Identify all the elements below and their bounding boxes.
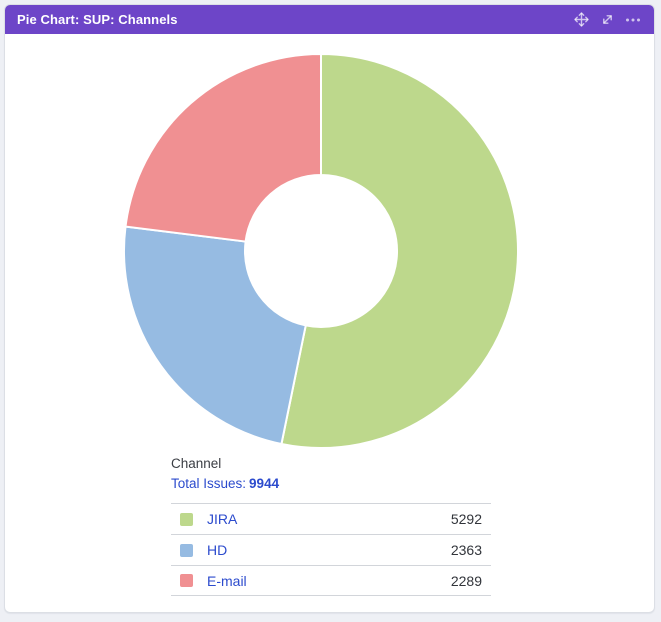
legend-swatch-email [180, 574, 193, 587]
total-issues-label: Total Issues: [171, 476, 247, 491]
chart-dimension-label: Channel [171, 456, 222, 471]
legend-swatch-hd [180, 543, 193, 557]
chart-summary: Channel Total Issues: 9944 [171, 455, 279, 492]
legend-row-hd: HD 2363 [171, 534, 491, 565]
donut-chart [123, 53, 519, 449]
total-issues-link[interactable]: Total Issues: 9944 [171, 475, 279, 492]
gadget-header-controls [573, 12, 641, 28]
gadget-content: Channel Total Issues: 9944 JIRA 5292 HD 2… [5, 34, 654, 614]
legend-row-jira: JIRA 5292 [171, 503, 491, 534]
gadget-title: Pie Chart: SUP: Channels [17, 12, 178, 27]
more-options-icon[interactable] [625, 12, 641, 28]
legend-label-jira[interactable]: JIRA [207, 511, 238, 527]
pie-chart-gadget: Pie Chart: SUP: Channels [4, 4, 655, 613]
pie-slice-hd[interactable] [123, 225, 307, 445]
move-icon[interactable] [573, 12, 589, 28]
pie-slice-e-mail[interactable] [124, 53, 322, 243]
legend-label-hd[interactable]: HD [207, 542, 228, 558]
pie-slice-jira[interactable] [280, 53, 519, 449]
gadget-header[interactable]: Pie Chart: SUP: Channels [5, 5, 654, 34]
legend-row-email: E-mail 2289 [171, 565, 491, 596]
legend-value-hd: 2363 [450, 542, 482, 558]
expand-icon[interactable] [599, 12, 615, 28]
legend-value-jira: 5292 [450, 511, 482, 527]
legend-table: JIRA 5292 HD 2363 E-mail 2289 [171, 503, 491, 596]
legend-swatch-jira [180, 512, 193, 526]
legend-label-email[interactable]: E-mail [207, 572, 247, 589]
legend-value-email: 2289 [450, 572, 482, 589]
total-issues-value: 9944 [249, 476, 280, 491]
